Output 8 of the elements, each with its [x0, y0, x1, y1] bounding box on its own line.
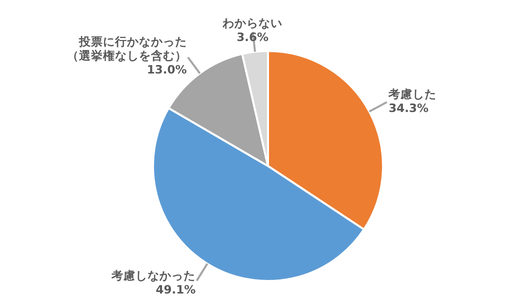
slice-label: 投票に行かなかった（選挙権なしを含む）	[66, 34, 187, 63]
data-label: 34.3%	[388, 101, 430, 116]
data-label: 49.1%	[156, 282, 196, 296]
slice-label: わからない	[222, 16, 283, 30]
data-label: 3.6%	[236, 30, 269, 44]
slice-label: 考慮した	[388, 87, 437, 102]
data-label: 13.0%	[146, 62, 188, 77]
slice-label: 考慮しなかった	[110, 268, 196, 282]
